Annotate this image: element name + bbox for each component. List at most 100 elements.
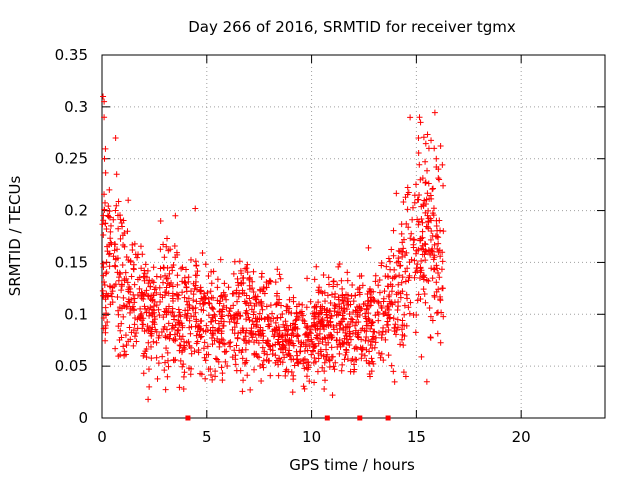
scatter-point	[118, 287, 125, 294]
scatter-point	[406, 310, 413, 317]
scatter-point	[381, 288, 388, 295]
scatter-point	[99, 221, 106, 228]
scatter-point	[397, 290, 404, 297]
scatter-point	[224, 363, 231, 370]
scatter-point	[324, 292, 331, 299]
scatter-point	[316, 284, 323, 291]
scatter-point	[319, 364, 326, 371]
scatter-point	[347, 336, 354, 343]
scatter-point	[212, 373, 219, 380]
scatter-point	[356, 273, 363, 280]
scatter-point	[429, 185, 436, 192]
scatter-point	[300, 360, 307, 367]
scatter-point	[281, 354, 288, 361]
scatter-point	[131, 240, 138, 247]
scatter-point	[385, 283, 392, 290]
scatter-point	[101, 282, 108, 289]
scatter-point	[175, 306, 182, 313]
scatter-point	[248, 331, 255, 338]
scatter-point	[366, 348, 373, 355]
scatter-point	[388, 246, 395, 253]
scatter-point	[174, 272, 181, 279]
scatter-point	[132, 314, 139, 321]
scatter-point	[163, 289, 170, 296]
scatter-point	[141, 350, 148, 357]
scatter-point	[343, 306, 350, 313]
scatter-point	[212, 368, 219, 375]
scatter-point	[375, 317, 382, 324]
scatter-point	[207, 288, 214, 295]
scatter-point	[309, 347, 316, 354]
scatter-point	[256, 316, 263, 323]
scatter-point	[222, 291, 229, 298]
scatter-point	[179, 363, 186, 370]
scatter-point	[124, 279, 131, 286]
y-tick-label: 0.1	[64, 305, 88, 323]
scatter-point	[389, 301, 396, 308]
scatter-point	[418, 215, 425, 222]
scatter-point	[125, 338, 132, 345]
scatter-point	[418, 258, 425, 265]
scatter-point	[120, 294, 127, 301]
scatter-point	[102, 304, 109, 311]
scatter-point	[365, 337, 372, 344]
scatter-point	[358, 336, 365, 343]
scatter-point	[117, 270, 124, 277]
scatter-point	[370, 328, 377, 335]
scatter-point	[332, 359, 339, 366]
scatter-point	[119, 232, 126, 239]
scatter-point	[341, 356, 348, 363]
scatter-point	[103, 226, 110, 233]
scatter-point	[243, 265, 250, 272]
scatter-point	[126, 309, 133, 316]
scatter-point	[439, 258, 446, 265]
scatter-point	[244, 372, 251, 379]
scatter-point	[165, 363, 172, 370]
scatter-point	[251, 339, 258, 346]
scatter-point	[423, 223, 430, 230]
scatter-point	[300, 383, 307, 390]
scatter-point	[134, 254, 141, 261]
scatter-point	[315, 289, 322, 296]
scatter-point	[112, 207, 119, 214]
scatter-point	[311, 343, 318, 350]
y-tick-label: 0.15	[55, 253, 88, 271]
scatter-point	[113, 171, 120, 178]
scatter-point	[375, 298, 382, 305]
scatter-point	[303, 373, 310, 380]
scatter-point	[282, 332, 289, 339]
scatter-point	[163, 326, 170, 333]
scatter-point	[227, 339, 234, 346]
scatter-point	[245, 337, 252, 344]
scatter-point	[277, 358, 284, 365]
scatter-point	[209, 324, 216, 331]
scatter-point	[169, 305, 176, 312]
scatter-point	[106, 241, 113, 248]
scatter-point	[415, 134, 422, 141]
scatter-point	[329, 334, 336, 341]
scatter-point	[219, 370, 226, 377]
bottom-marker	[324, 415, 330, 421]
scatter-point	[394, 316, 401, 323]
scatter-point	[411, 192, 418, 199]
scatter-point	[174, 251, 181, 258]
scatter-point	[284, 351, 291, 358]
scatter-point	[341, 305, 348, 312]
scatter-point	[340, 341, 347, 348]
scatter-point	[110, 253, 117, 260]
scatter-point	[320, 353, 327, 360]
scatter-point	[234, 298, 241, 305]
scatter-point	[160, 279, 167, 286]
scatter-point	[226, 340, 233, 347]
scatter-point	[322, 298, 329, 305]
scatter-point	[326, 357, 333, 364]
scatter-point	[137, 243, 144, 250]
scatter-point	[383, 263, 390, 270]
scatter-point	[175, 317, 182, 324]
scatter-point	[183, 266, 189, 273]
scatter-point	[337, 341, 344, 348]
scatter-point	[385, 273, 392, 280]
scatter-point	[347, 301, 354, 308]
bottom-markers	[185, 415, 391, 421]
scatter-point	[146, 383, 153, 390]
